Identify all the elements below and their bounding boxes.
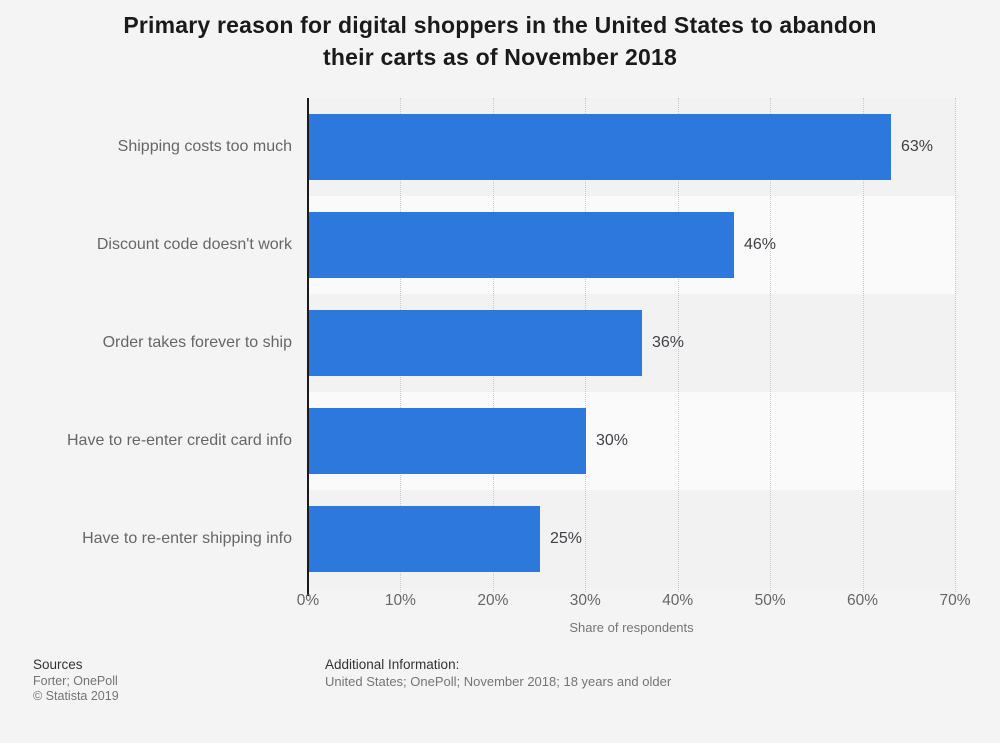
- gridline: [955, 98, 956, 592]
- bar: [309, 212, 734, 278]
- chart-title: Primary reason for digital shoppers in t…: [0, 9, 1000, 73]
- x-tick-label: 20%: [477, 592, 509, 609]
- category-label: Order takes forever to ship: [102, 334, 292, 351]
- chart-title-line1: Primary reason for digital shoppers in t…: [123, 12, 877, 38]
- y-axis-line: [307, 98, 309, 596]
- x-axis-title: Share of respondents: [569, 620, 694, 635]
- category-label: Have to re-enter credit card info: [67, 432, 292, 449]
- value-label: 25%: [550, 530, 583, 547]
- copyright-notice: © Statista 2019: [33, 689, 119, 703]
- value-label: 30%: [596, 432, 629, 449]
- x-tick-label: 10%: [384, 592, 416, 609]
- bar: [309, 408, 586, 474]
- value-label: 63%: [901, 138, 934, 155]
- gridline: [862, 98, 864, 592]
- additional-information-heading: Additional Information:: [325, 657, 460, 672]
- x-tick-label: 70%: [939, 592, 971, 609]
- bar: [309, 506, 540, 572]
- gridline: [770, 98, 772, 592]
- x-tick-label: 0%: [296, 592, 320, 609]
- bar: [309, 114, 891, 180]
- value-label: 46%: [744, 236, 777, 253]
- additional-information-text: United States; OnePoll; November 2018; 1…: [325, 674, 672, 689]
- gridline: [677, 98, 679, 592]
- value-label: 36%: [652, 334, 685, 351]
- x-tick-label: 50%: [754, 592, 786, 609]
- category-label: Shipping costs too much: [117, 138, 292, 155]
- chart-title-line2: their carts as of November 2018: [323, 44, 677, 70]
- x-tick-label: 40%: [662, 592, 694, 609]
- category-label: Have to re-enter shipping info: [82, 530, 292, 547]
- sources-line: Forter; OnePoll: [33, 674, 118, 688]
- x-tick-label: 30%: [569, 592, 601, 609]
- category-label: Discount code doesn't work: [96, 236, 292, 253]
- x-tick-label: 60%: [847, 592, 879, 609]
- sources-heading: Sources: [33, 657, 83, 672]
- bar: [309, 310, 642, 376]
